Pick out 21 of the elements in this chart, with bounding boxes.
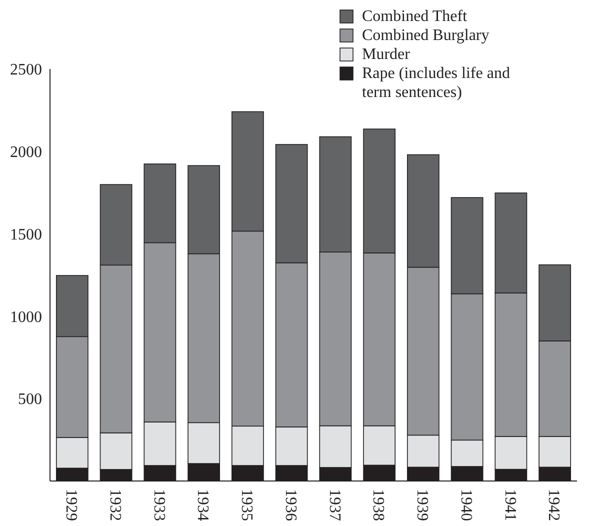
x-tick-label: 1937 [326, 489, 343, 521]
legend-label: Murder [362, 46, 411, 63]
y-tick-label: 1500 [10, 226, 42, 244]
x-tick-label: 1940 [457, 489, 474, 521]
x-tick-label: 1939 [414, 489, 431, 521]
y-tick-label: 500 [18, 391, 42, 408]
x-tick-label: 1942 [545, 489, 562, 521]
y-tick-label: 1000 [10, 308, 42, 326]
legend-label: Combined Burglary [362, 27, 490, 44]
x-tick-label: 1936 [282, 489, 299, 521]
y-tick-label: 2000 [10, 144, 42, 161]
y-tick-label: 2500 [10, 62, 42, 79]
x-tick-label: 1933 [150, 489, 168, 521]
x-tick-label: 1935 [238, 489, 256, 521]
x-tick-label: 1932 [106, 489, 124, 521]
x-tick-label: 1941 [501, 489, 518, 521]
legend-label: Combined Theft [362, 8, 468, 25]
x-tick-label: 1929 [62, 489, 80, 521]
legend-label: Rape (includes life and term sentences) [362, 65, 510, 101]
x-tick-label: 1934 [194, 489, 212, 521]
x-tick-label: 1938 [370, 489, 387, 521]
